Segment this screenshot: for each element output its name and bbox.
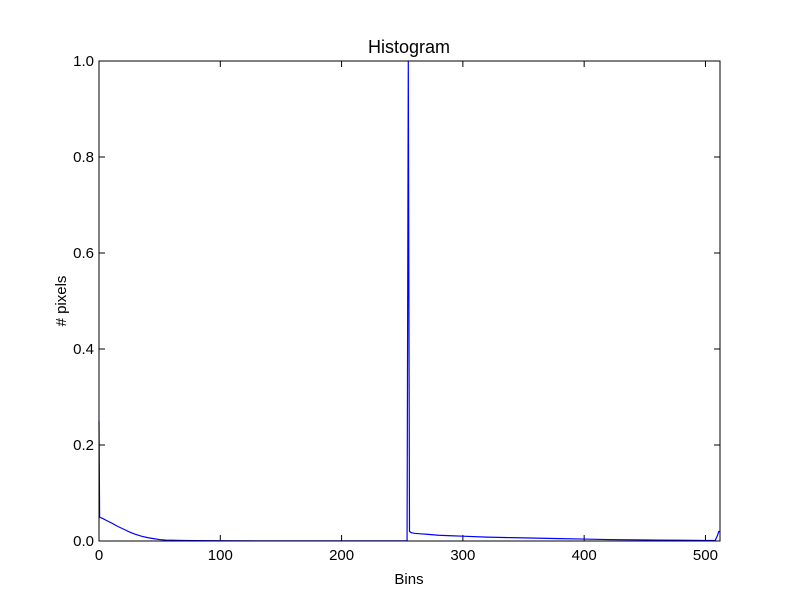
x-tick-label: 300 xyxy=(450,547,475,564)
x-tick-label: 200 xyxy=(329,547,354,564)
y-tick-label: 0.0 xyxy=(73,533,94,550)
y-axis-title: # pixels xyxy=(53,276,70,327)
y-tick-label: 0.4 xyxy=(73,341,94,358)
x-tick-label: 100 xyxy=(208,547,233,564)
plot-frame xyxy=(98,60,721,542)
series-line-0 xyxy=(98,60,721,542)
chart-title: Histogram xyxy=(368,37,450,57)
y-tick-label: 0.6 xyxy=(73,245,94,262)
ticks-layer: 0 100 200 300 400 500 0.0 0.2 0.4 0.6 0.8 1.0 xyxy=(73,53,720,564)
x-axis-title: Bins xyxy=(394,571,423,588)
x-tick-label: 400 xyxy=(572,547,597,564)
y-tick-label: 0.2 xyxy=(73,437,94,454)
x-tick-label: 500 xyxy=(693,547,718,564)
x-tick-label: 0 xyxy=(95,547,103,564)
y-tick-label: 0.8 xyxy=(73,149,94,166)
series-layer xyxy=(98,60,721,542)
y-tick-label: 1.0 xyxy=(73,53,94,70)
